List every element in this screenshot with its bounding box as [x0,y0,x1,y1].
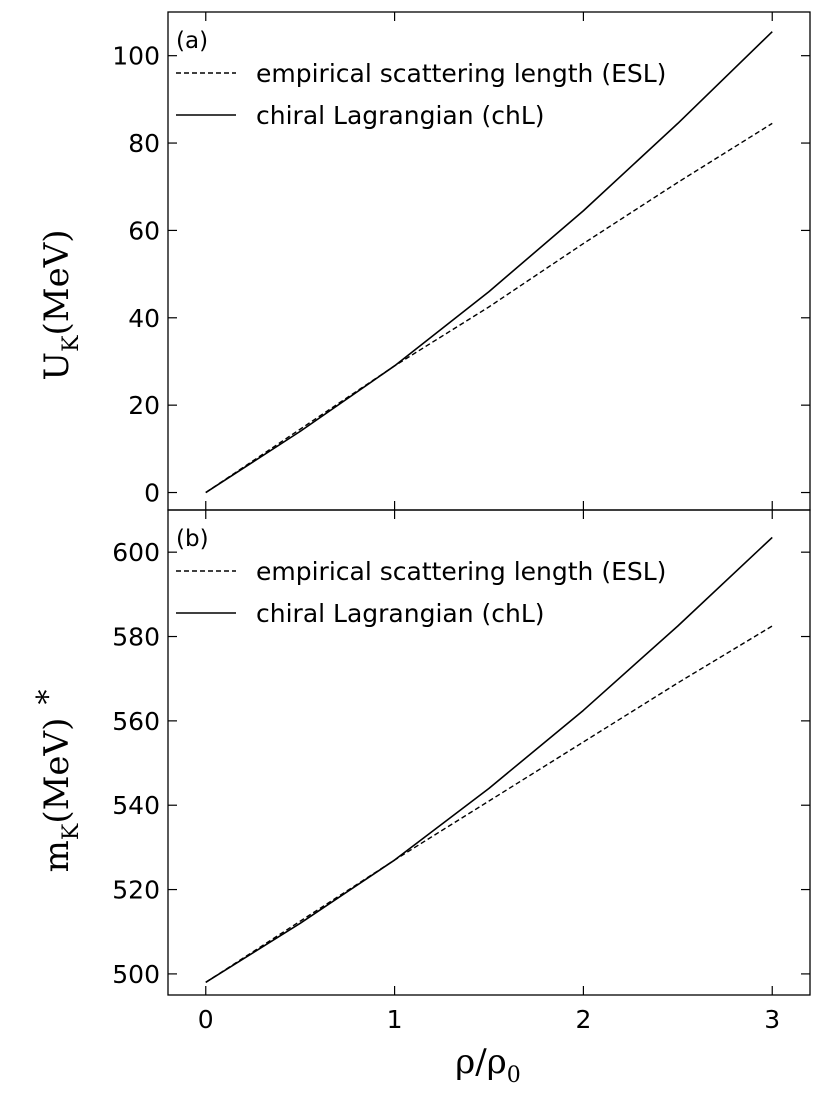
y-tick-label: 500 [112,960,160,989]
x-tick-label: 3 [764,1005,780,1034]
x-tick-label: 2 [575,1005,591,1034]
y-tick-label: 580 [112,623,160,652]
y-tick-label: 60 [128,216,160,245]
panel-b-ylabel-star: * [31,690,66,705]
series-line-esl [205,625,773,983]
y-tick-label: 600 [112,538,160,567]
y-tick-label: 540 [112,791,160,820]
legend-label: empirical scattering length (ESL) [256,59,666,88]
legend-label: chiral Lagrangian (chL) [256,599,545,628]
x-tick-label: 0 [198,1005,214,1034]
y-tick-label: 560 [112,707,160,736]
x-tick-label: 1 [387,1005,403,1034]
y-tick-label: 100 [112,42,160,71]
y-tick-label: 80 [128,129,160,158]
y-tick-label: 20 [128,391,160,420]
panel-a-ylabel: UK(MeV) [37,229,84,380]
y-tick-label: 40 [128,304,160,333]
panel-b: 500 520 540 560 580 600 0 1 2 3 (b) empirical scatt… [112,509,811,1034]
panel-label: (a) [176,28,208,54]
series-line-chl [205,31,773,494]
panel-label: (b) [176,526,209,552]
plot-frame [167,509,811,996]
legend-label: chiral Lagrangian (chL) [256,101,545,130]
y-tick-label: 520 [112,876,160,905]
series-line-chl [205,536,773,984]
panel-b-ylabel: mK(MeV) [37,718,84,873]
x-axis-title: ρ/ρ0 [455,1042,520,1088]
y-tick-label: 0 [144,479,160,508]
legend-label: empirical scattering length (ESL) [256,557,666,586]
panel-a: 0 20 40 60 80 100 (a) empirical scattering leng… [112,11,811,511]
series-line-esl [205,122,773,494]
